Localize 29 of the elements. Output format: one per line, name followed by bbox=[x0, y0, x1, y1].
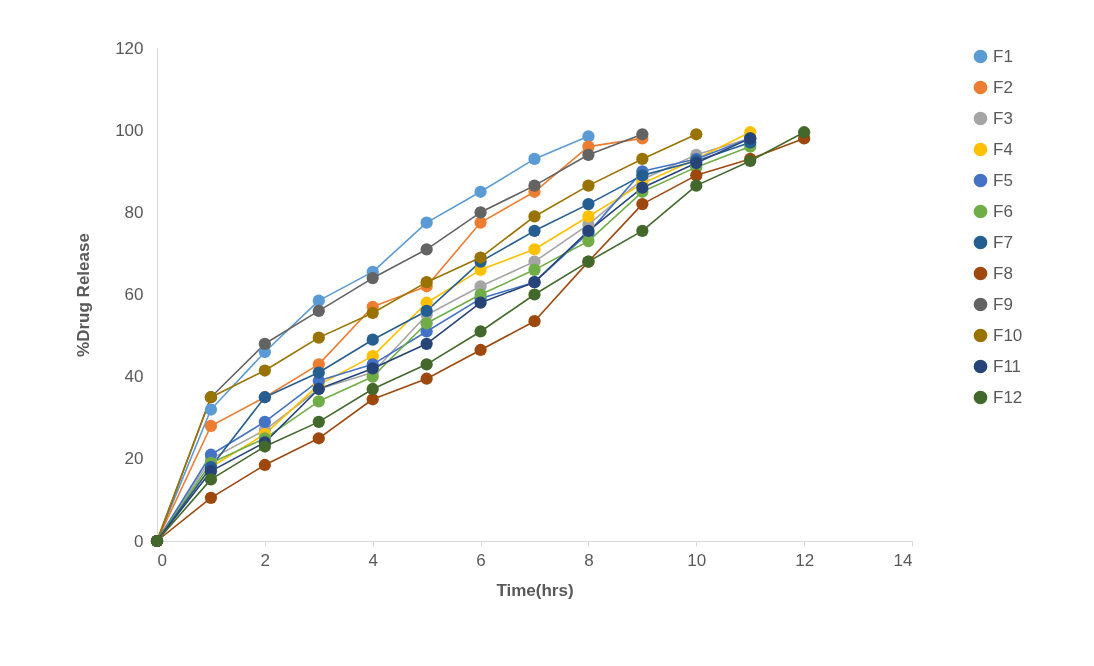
legend-label: F4 bbox=[993, 139, 1013, 159]
legend-label: F7 bbox=[993, 232, 1013, 252]
legend-label: F11 bbox=[993, 356, 1022, 376]
legend-label: F8 bbox=[993, 263, 1013, 283]
x-tick-label: 14 bbox=[893, 550, 913, 570]
y-tick-label: 60 bbox=[124, 285, 144, 304]
legend-label: F12 bbox=[993, 387, 1023, 407]
y-tick-label: 20 bbox=[124, 449, 144, 469]
x-tick-label: 8 bbox=[584, 550, 594, 570]
y-tick-label: 120 bbox=[115, 38, 144, 58]
legend-label: F3 bbox=[993, 108, 1013, 128]
x-tick-label: 12 bbox=[795, 550, 815, 570]
x-tick-label: 4 bbox=[368, 550, 378, 570]
y-tick-label: 40 bbox=[124, 367, 144, 387]
y-axis-title: %Drug Release bbox=[74, 233, 94, 357]
y-tick-label: 100 bbox=[115, 120, 144, 140]
x-axis-title: Time(hrs) bbox=[496, 580, 574, 600]
legend-label: F5 bbox=[993, 170, 1013, 190]
legend-label: F10 bbox=[993, 325, 1023, 345]
x-tick-label: 6 bbox=[476, 550, 486, 570]
legend-label: F1 bbox=[993, 46, 1013, 66]
y-tick-label: 0 bbox=[134, 531, 144, 551]
x-tick-label: 10 bbox=[687, 550, 707, 570]
y-tick-label: 80 bbox=[124, 202, 144, 222]
legend-label: F2 bbox=[993, 77, 1013, 97]
legend-label: F9 bbox=[993, 294, 1013, 314]
x-tick-label: 0 bbox=[157, 550, 167, 570]
legend-label: F6 bbox=[993, 201, 1013, 221]
x-tick-label: 2 bbox=[260, 550, 271, 570]
